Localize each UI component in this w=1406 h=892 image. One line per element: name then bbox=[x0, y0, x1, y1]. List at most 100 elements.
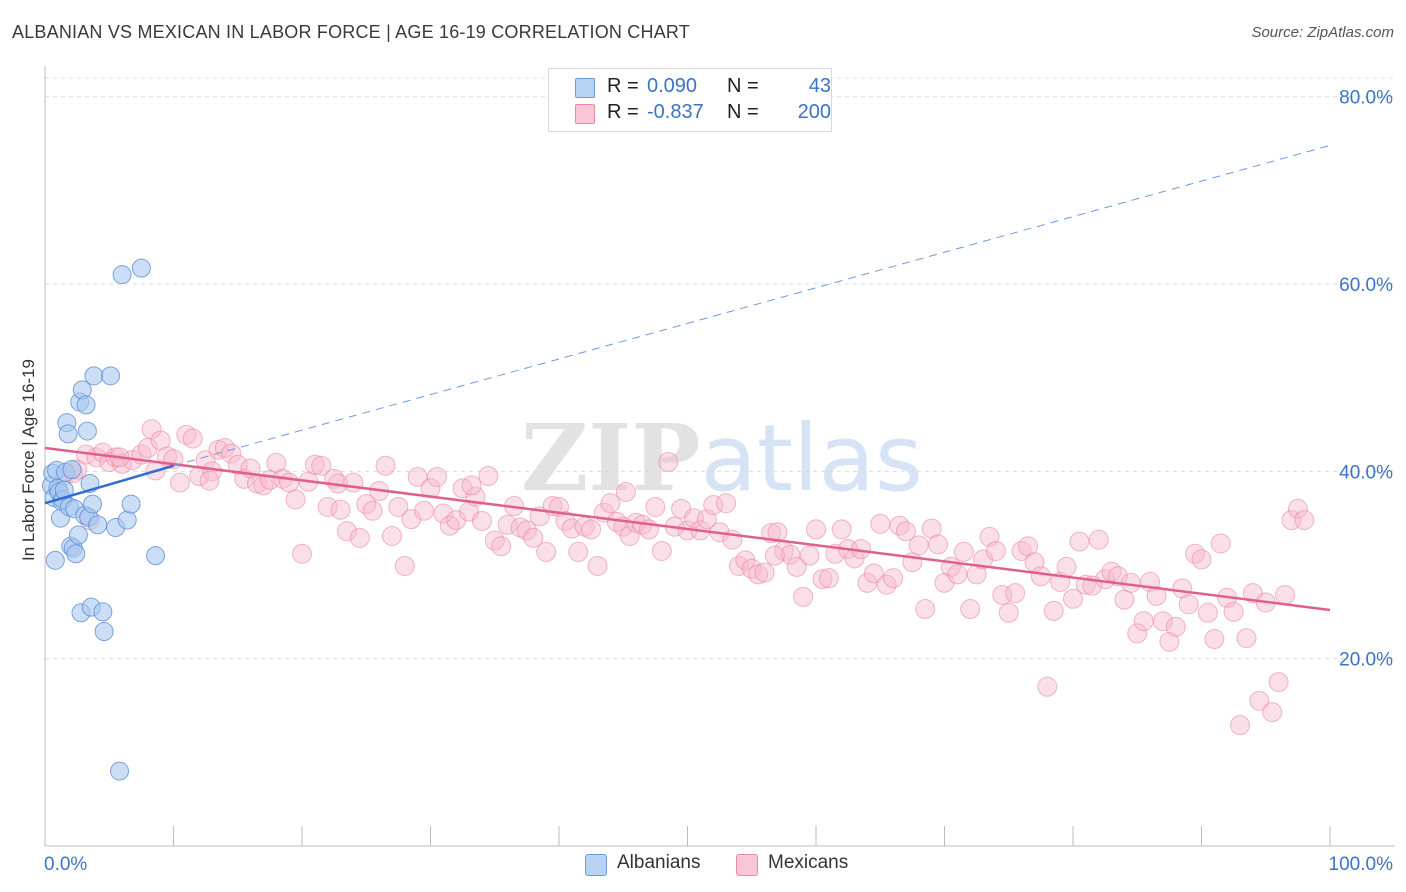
mexican-point bbox=[786, 556, 807, 577]
x-tick-label: 0.0% bbox=[44, 854, 87, 875]
mexican-point bbox=[1230, 715, 1251, 736]
mexican-point bbox=[317, 496, 338, 517]
mexican-point bbox=[292, 543, 312, 564]
mexican-point bbox=[1268, 672, 1289, 693]
mexicans-swatch bbox=[736, 854, 758, 876]
mexican-point bbox=[388, 496, 409, 517]
albanian-point bbox=[94, 622, 114, 642]
mexican-point bbox=[491, 536, 512, 557]
mexican-point bbox=[304, 454, 325, 475]
mexican-point bbox=[1236, 628, 1257, 649]
mexican-point bbox=[960, 599, 981, 620]
x-tick-label: 100.0% bbox=[1329, 854, 1394, 875]
mexican-point bbox=[568, 541, 589, 562]
mexican-point bbox=[1159, 631, 1180, 652]
mexican-point bbox=[381, 525, 402, 546]
mexican-point bbox=[645, 496, 666, 517]
y-tick-label: 40.0% bbox=[1339, 462, 1393, 483]
mexican-point bbox=[414, 500, 435, 521]
mexican-point bbox=[1114, 589, 1135, 610]
albanian-point bbox=[131, 258, 151, 278]
albanian-point bbox=[93, 602, 113, 622]
series-legend: Albanians Mexicans bbox=[0, 852, 1406, 878]
mexican-point bbox=[478, 466, 499, 487]
mexican-point bbox=[947, 564, 968, 585]
mexican-point bbox=[1005, 583, 1026, 604]
mexican-point bbox=[889, 515, 910, 536]
mexican-point bbox=[895, 521, 916, 542]
r-value: 0.090 bbox=[647, 75, 698, 97]
mexican-point bbox=[1056, 556, 1077, 577]
r-label: R = bbox=[607, 101, 639, 123]
mexican-point bbox=[1133, 611, 1154, 632]
mexican-point bbox=[754, 562, 775, 583]
mexican-point bbox=[426, 466, 447, 487]
mexican-point bbox=[1210, 533, 1231, 554]
mexican-point bbox=[176, 424, 197, 445]
r-value: -0.837 bbox=[647, 101, 704, 123]
mexican-point bbox=[497, 514, 518, 535]
mexican-point bbox=[741, 558, 762, 579]
mexican-point bbox=[285, 489, 306, 510]
mexican-point bbox=[433, 503, 454, 524]
mexican-point bbox=[182, 428, 203, 449]
mexican-point bbox=[536, 541, 557, 562]
mexican-point bbox=[870, 513, 891, 534]
mexican-point bbox=[615, 481, 636, 502]
albanian-point bbox=[66, 544, 86, 564]
mexican-point bbox=[651, 540, 672, 561]
albanian-point bbox=[121, 494, 141, 514]
mexican-point bbox=[1043, 600, 1064, 621]
albanian-point bbox=[112, 265, 132, 285]
n-value: 43 bbox=[808, 75, 831, 97]
mexican-point bbox=[1275, 584, 1296, 605]
mexican-point bbox=[1069, 531, 1090, 552]
mexican-point bbox=[1063, 588, 1083, 609]
mexican-point bbox=[928, 534, 949, 555]
albanian-point bbox=[77, 421, 97, 441]
n-value: 200 bbox=[797, 101, 831, 123]
mexican-point bbox=[311, 455, 332, 476]
mexican-point bbox=[581, 519, 602, 540]
mexican-point bbox=[619, 525, 640, 546]
y-tick-label: 20.0% bbox=[1339, 650, 1393, 671]
mexican-point bbox=[806, 519, 826, 540]
mexican-point bbox=[1287, 498, 1308, 519]
albanians-swatch bbox=[585, 854, 607, 876]
mexican-point bbox=[169, 472, 190, 493]
mexican-point bbox=[1107, 566, 1128, 587]
mexican-point bbox=[716, 493, 737, 514]
albanian-trend-line bbox=[44, 464, 174, 505]
mexican-point bbox=[362, 500, 383, 521]
mexican-point bbox=[703, 495, 724, 516]
mexican-point bbox=[1127, 623, 1148, 644]
correlation-legend: R = 0.090 N = 43 R = -0.837 N = 200 bbox=[548, 68, 832, 132]
mexican-point bbox=[137, 437, 158, 458]
mexican-point bbox=[793, 586, 814, 607]
mexican-point bbox=[1223, 601, 1244, 622]
mexican-point bbox=[735, 550, 756, 571]
mexican-point bbox=[818, 568, 839, 589]
mexican-point bbox=[199, 470, 220, 491]
albanian-point bbox=[68, 525, 88, 545]
albanian-point bbox=[76, 395, 96, 415]
chart-title: ALBANIAN VS MEXICAN IN LABOR FORCE | AGE… bbox=[12, 22, 690, 42]
mexican-point bbox=[279, 472, 300, 493]
mexican-point bbox=[812, 569, 833, 590]
albanian-point bbox=[146, 546, 166, 566]
y-tick-label: 80.0% bbox=[1339, 88, 1393, 109]
y-tick-label: 60.0% bbox=[1339, 275, 1393, 296]
albanian-point bbox=[45, 550, 65, 570]
mexican-point bbox=[1185, 543, 1206, 564]
mexican-point bbox=[1037, 676, 1058, 697]
mexican-point bbox=[221, 443, 242, 464]
mexican-point bbox=[998, 602, 1019, 623]
mexican-point bbox=[1262, 702, 1283, 723]
mexican-point bbox=[985, 540, 1006, 561]
n-label: N = bbox=[727, 101, 759, 123]
mexican-point bbox=[883, 568, 904, 589]
mexican-point bbox=[439, 515, 460, 536]
mexican-point bbox=[349, 527, 370, 548]
mexican-point bbox=[336, 521, 357, 542]
albanian-point bbox=[83, 494, 103, 514]
